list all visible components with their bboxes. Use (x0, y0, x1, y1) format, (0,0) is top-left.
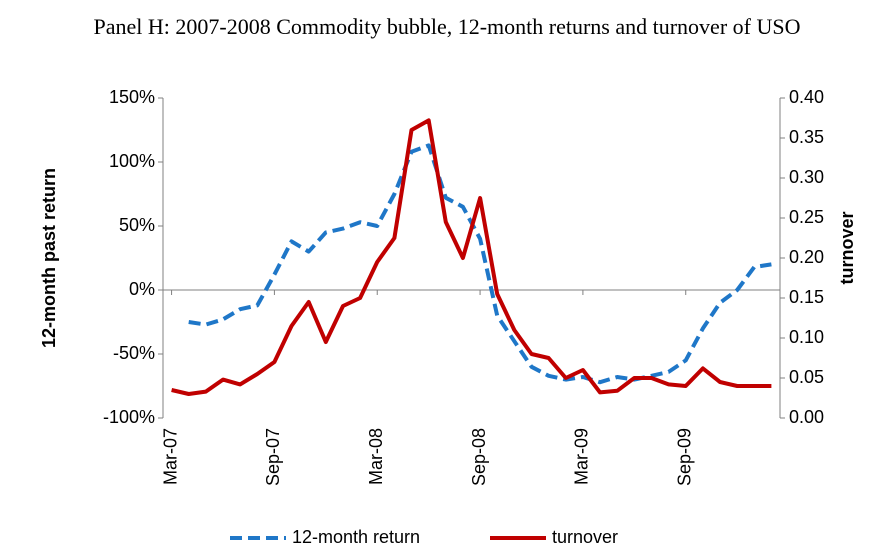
y2-axis-title: turnover (837, 211, 857, 284)
x-tick-label: Sep-07 (263, 428, 283, 486)
y2-tick-label: 0.15 (789, 287, 824, 307)
y-tick-label: 50% (119, 215, 155, 235)
x-tick-label: Mar-08 (366, 428, 386, 485)
y2-tick-label: 0.05 (789, 367, 824, 387)
y2-tick-label: 0.40 (789, 87, 824, 107)
y2-tick-label: 0.10 (789, 327, 824, 347)
series-line (188, 143, 772, 385)
y-tick-label: 0% (129, 279, 155, 299)
y2-tick-label: 0.30 (789, 167, 824, 187)
y2-tick-label: 0.25 (789, 207, 824, 227)
legend-label: turnover (552, 527, 618, 547)
y-axis-title: 12-month past return (39, 168, 59, 348)
y-tick-label: -50% (113, 343, 155, 363)
x-tick-label: Mar-07 (160, 428, 180, 485)
y-tick-label: 150% (109, 87, 155, 107)
y-tick-label: 100% (109, 151, 155, 171)
x-tick-label: Sep-08 (469, 428, 489, 486)
y2-tick-label: 0.35 (789, 127, 824, 147)
legend-label: 12-month return (292, 527, 420, 547)
x-tick-label: Sep-09 (674, 428, 694, 486)
chart-title: Panel H: 2007-2008 Commodity bubble, 12-… (93, 14, 801, 39)
x-tick-label: Mar-09 (572, 428, 592, 485)
y2-tick-label: 0.00 (789, 407, 824, 427)
series-line (171, 118, 772, 396)
y2-tick-label: 0.20 (789, 247, 824, 267)
y-tick-label: -100% (103, 407, 155, 427)
